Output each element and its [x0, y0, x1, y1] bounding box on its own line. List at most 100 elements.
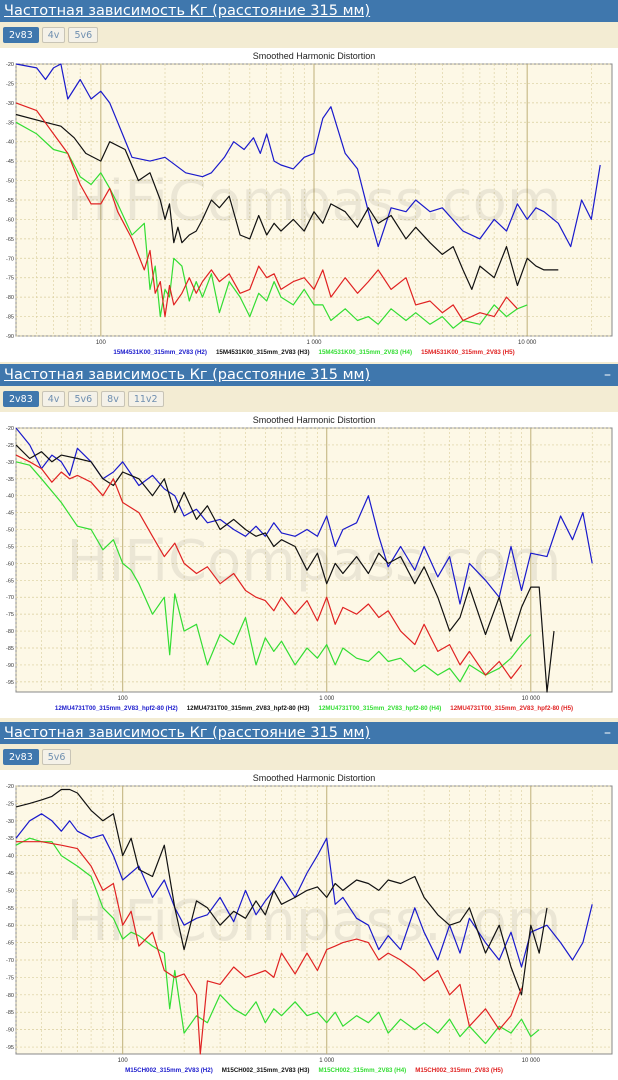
y-tick-label: -65	[6, 237, 14, 243]
series-group	[15, 427, 593, 693]
y-tick-label: -25	[6, 443, 14, 449]
y-tick-label: -80	[6, 993, 14, 999]
y-tick-label: -50	[6, 179, 14, 185]
tab-11v2[interactable]: 11v2	[127, 391, 164, 407]
y-tick-label: -25	[6, 81, 14, 87]
legend: M15CH002_315mm_2V83 (H2) M15CH002_315mm_2…	[125, 1067, 503, 1074]
x-tick-label: 100	[118, 696, 129, 702]
legend-item: M15CH002_315mm_2V83 (H5)	[415, 1067, 503, 1074]
y-tick-label: -85	[6, 1010, 14, 1016]
y-tick-label: -55	[6, 198, 14, 204]
series-line	[15, 813, 593, 968]
y-tick-label: -25	[6, 801, 14, 807]
y-tick-label: -50	[6, 888, 14, 894]
panel-header[interactable]: Частотная зависимость Кг (расстояние 315…	[0, 364, 618, 386]
panel-title[interactable]: Частотная зависимость Кг (расстояние 315…	[4, 367, 371, 383]
y-tick-label: -20	[6, 62, 14, 68]
y-tick-label: -80	[6, 295, 14, 301]
y-tick-label: -45	[6, 871, 14, 877]
watermark: HiFiCompass.com	[67, 529, 562, 594]
y-tick-label: -60	[6, 217, 14, 223]
tab-4v[interactable]: 4v	[41, 27, 66, 43]
y-tick-label: -80	[6, 629, 14, 635]
tab-4v[interactable]: 4v	[41, 391, 66, 407]
series-line	[15, 121, 528, 329]
y-tick-label: -20	[6, 784, 14, 790]
y-tick-label: -30	[6, 460, 14, 466]
y-tick-label: -35	[6, 836, 14, 842]
chart-container: Smoothed Harmonic Distortion -20 -25 -30 -35…	[0, 412, 618, 718]
y-tick-label: -65	[6, 941, 14, 947]
y-tick-label: -70	[6, 595, 14, 601]
tab-5v6[interactable]: 5v6	[68, 27, 99, 43]
legend-item: 15M4531K00_315mm_2V83 (H3)	[216, 349, 310, 356]
tab-5v6[interactable]: 5v6	[68, 391, 99, 407]
y-tick-label: -55	[6, 906, 14, 912]
legend-item: M15CH002_315mm_2V83 (H2)	[125, 1067, 213, 1074]
legend-item: 15M4531K00_315mm_2V83 (H4)	[319, 349, 413, 356]
series-line	[15, 461, 532, 683]
x-tick-label: 10 000	[522, 696, 541, 702]
series-line	[15, 837, 540, 1045]
x-tick-label: 100	[118, 1058, 129, 1064]
y-tick-label: -45	[6, 511, 14, 517]
y-tick-label: -45	[6, 159, 14, 165]
chart-title: Smoothed Harmonic Distortion	[253, 415, 376, 425]
panel-title[interactable]: Частотная зависимость Кг (расстояние 315…	[4, 725, 371, 741]
x-tick-label: 1 000	[319, 1058, 335, 1064]
y-tick-label: -85	[6, 315, 14, 321]
harmonic-distortion-chart: Smoothed Harmonic Distortion -20 -25 -30 -35…	[6, 51, 613, 356]
y-tick-label: -30	[6, 101, 14, 107]
y-tick-label: -95	[6, 680, 14, 686]
chart-container: Smoothed Harmonic Distortion -20 -25 -30 -35…	[0, 48, 618, 362]
legend-item: M15CH002_315mm_2V83 (H3)	[222, 1067, 310, 1074]
y-tick-label: -90	[6, 1028, 14, 1034]
x-tick-label: 100	[96, 340, 107, 346]
tab-2v83[interactable]: 2v83	[3, 749, 39, 765]
voltage-tabs: 2v83 4v 5v6 8v 11v2	[0, 386, 618, 412]
y-tick-label: -75	[6, 612, 14, 618]
tab-2v83[interactable]: 2v83	[3, 391, 39, 407]
y-tick-label: -20	[6, 426, 14, 432]
y-tick-label: -65	[6, 578, 14, 584]
series-line	[15, 444, 555, 693]
y-tick-label: -60	[6, 923, 14, 929]
tab-2v83[interactable]: 2v83	[3, 27, 39, 43]
legend-item: M15CH002_315mm_2V83 (H4)	[319, 1067, 407, 1074]
panel-header[interactable]: Частотная зависимость Кг (расстояние 315…	[0, 0, 618, 22]
legend-item: 12MU4731T00_315mm_2V83_hpf2-80 (H2)	[55, 705, 178, 712]
grid	[15, 63, 612, 337]
series-line	[15, 788, 548, 996]
voltage-tabs: 2v83 5v6	[0, 744, 618, 770]
y-tick-label: -75	[6, 276, 14, 282]
y-tick-label: -35	[6, 477, 14, 483]
series-group	[15, 63, 601, 329]
harmonic-distortion-chart: Smoothed Harmonic Distortion -20 -25 -30 -35…	[6, 415, 613, 712]
x-tick-label: 1 000	[306, 340, 322, 346]
grid	[15, 427, 612, 692]
chart-title: Smoothed Harmonic Distortion	[253, 51, 376, 61]
tab-8v[interactable]: 8v	[101, 391, 125, 407]
series-line	[15, 113, 559, 290]
collapse-icon[interactable]: –	[604, 725, 611, 741]
legend-item: 15M4531K00_315mm_2V83 (H2)	[113, 349, 207, 356]
grid	[15, 785, 612, 1054]
series-line	[16, 841, 523, 1055]
x-tick-label: 1 000	[319, 696, 335, 702]
panel-title[interactable]: Частотная зависимость Кг (расстояние 315…	[4, 3, 371, 19]
y-tick-label: -40	[6, 854, 14, 860]
series-line	[15, 427, 593, 605]
legend: 12MU4731T00_315mm_2V83_hpf2-80 (H2) 12MU4…	[55, 705, 573, 712]
panel-header[interactable]: Частотная зависимость Кг (расстояние 315…	[0, 722, 618, 744]
series-group	[15, 788, 593, 1055]
series-line	[15, 63, 601, 248]
collapse-icon[interactable]: –	[604, 367, 611, 383]
tab-5v6[interactable]: 5v6	[41, 749, 72, 765]
voltage-tabs: 2v83 4v 5v6	[0, 22, 618, 48]
x-tick-label: 10 000	[518, 340, 537, 346]
series-line	[15, 102, 518, 322]
y-tick-label: -35	[6, 120, 14, 126]
y-tick-label: -55	[6, 544, 14, 550]
y-tick-label: -50	[6, 528, 14, 534]
y-tick-label: -40	[6, 140, 14, 146]
